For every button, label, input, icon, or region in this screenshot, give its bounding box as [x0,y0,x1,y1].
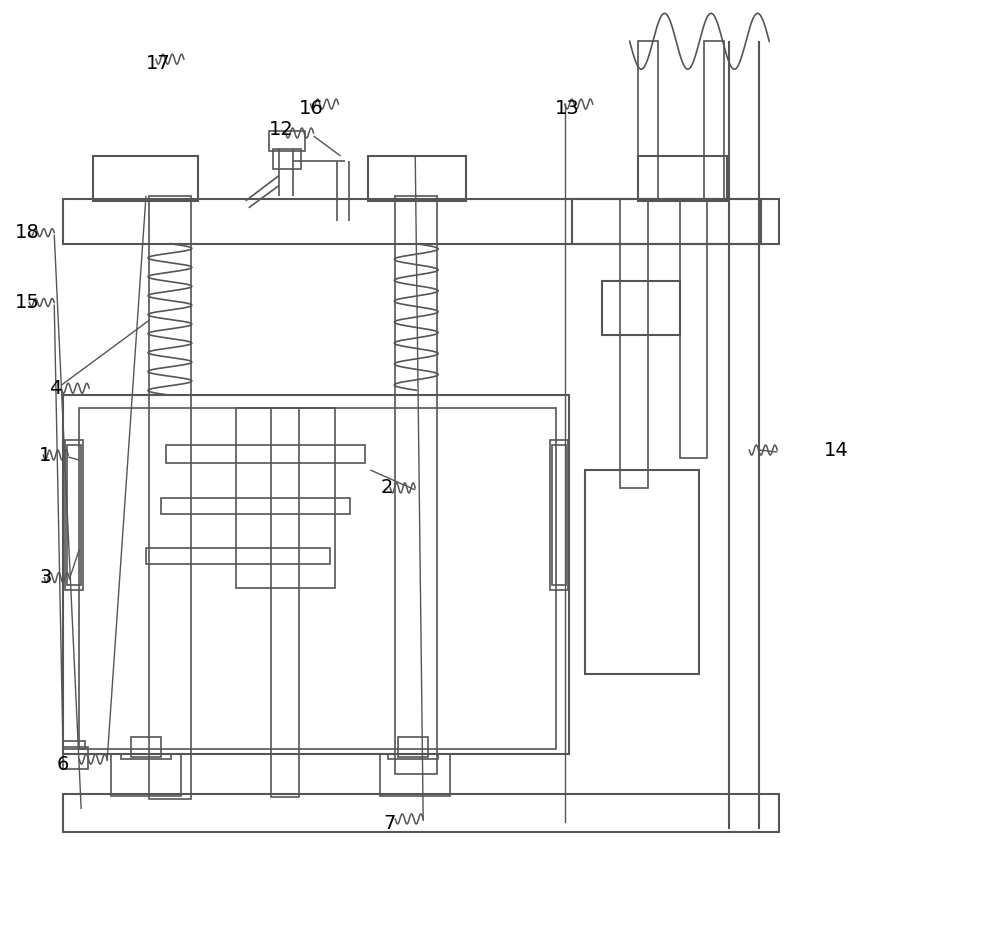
Bar [552,445,566,585]
Bar [585,470,699,674]
Bar [602,280,680,335]
Bar [620,199,648,488]
Bar [269,131,305,151]
Bar [63,748,88,769]
Bar [63,794,779,832]
Bar [638,41,658,201]
Bar [93,155,198,201]
Text: 12: 12 [269,119,293,139]
Bar [236,408,335,587]
Bar [704,41,724,201]
Bar [550,440,568,589]
Text: 3: 3 [39,568,52,587]
Bar [79,408,556,749]
Text: 7: 7 [383,815,396,833]
Bar [380,754,450,796]
Text: 14: 14 [824,440,849,460]
Bar [398,737,428,757]
Bar [638,155,727,201]
Bar [149,196,191,799]
Text: 13: 13 [555,99,580,117]
Bar [395,196,437,774]
Bar [131,737,161,757]
Text: 16: 16 [299,99,323,117]
Text: 15: 15 [15,293,40,312]
Bar [146,547,330,563]
Text: 1: 1 [39,446,52,465]
Text: 18: 18 [15,223,40,242]
Bar [121,754,171,759]
Bar [111,754,181,796]
Bar [680,199,707,458]
Bar [161,498,350,514]
Text: 4: 4 [49,379,62,398]
Text: 17: 17 [146,54,171,73]
Bar [572,199,761,244]
Bar [65,440,83,589]
Bar [368,155,466,201]
Text: 6: 6 [56,755,69,774]
Bar [388,754,438,759]
Bar [271,408,299,797]
Text: 2: 2 [380,479,393,497]
Bar [67,445,81,585]
Bar [273,149,301,169]
Bar [63,396,569,754]
Bar [63,741,85,749]
Bar [166,445,365,463]
Bar [63,199,779,244]
